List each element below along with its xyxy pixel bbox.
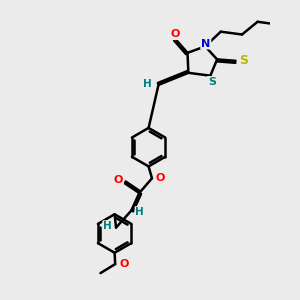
Text: O: O [114,175,123,185]
Text: S: S [208,77,216,87]
Text: N: N [201,39,210,49]
Text: O: O [170,29,180,39]
Text: H: H [143,79,152,89]
Text: S: S [239,54,248,67]
Text: O: O [156,173,165,183]
Text: O: O [120,259,129,269]
Text: H: H [103,221,112,231]
Text: H: H [135,207,144,217]
